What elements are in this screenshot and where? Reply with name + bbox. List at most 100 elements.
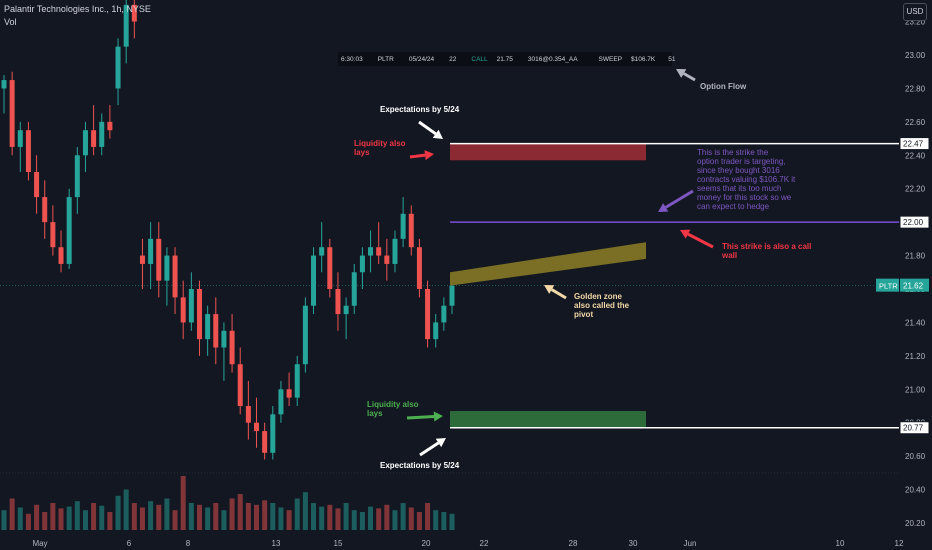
call-wall-arrow-head (680, 229, 691, 239)
volume-bars (1, 476, 455, 530)
candle-body (384, 255, 390, 264)
call-wall-note: This strike is also a call wall (722, 242, 812, 260)
flow-price: 21.75 (496, 55, 513, 63)
time-tick-label: Jun (684, 539, 697, 548)
volume-bar (425, 503, 431, 530)
option-flow-arrow (683, 72, 696, 82)
volume-bar (237, 494, 243, 530)
level-price-label: 22.00 (903, 218, 924, 227)
price-tick-label: 22.40 (905, 151, 926, 160)
volume-bar (82, 510, 88, 530)
candle-body (335, 289, 341, 315)
volume-bar (139, 507, 145, 530)
candle-body (449, 285, 455, 306)
time-axis: May 6 8 13 15 20 22 28 30 Jun 10 12 (0, 538, 932, 550)
volume-bar (1, 510, 7, 530)
volume-bar (17, 507, 23, 530)
last-price-tag (900, 278, 929, 292)
volume-bar (392, 510, 398, 530)
volume-bar (58, 508, 64, 530)
volume-bar (278, 507, 284, 530)
candle-body (376, 247, 382, 256)
candle-body (245, 406, 251, 423)
time-tick-label: 8 (186, 539, 191, 548)
time-tick-label: 6 (127, 539, 132, 548)
candle-body (66, 197, 72, 264)
candles (1, 0, 455, 460)
time-tick-label: 30 (629, 539, 638, 548)
price-tick-label: 20.40 (905, 486, 926, 495)
price-tick-label: 21.20 (905, 352, 926, 361)
candle-body (392, 238, 398, 264)
time-tick-label: 15 (334, 539, 343, 548)
volume-bar (66, 506, 72, 530)
grid (0, 285, 899, 474)
candle-body (351, 272, 357, 306)
liquidity-bottom-arrow-head (433, 411, 443, 422)
candle-body (1, 80, 7, 89)
volume-bar (376, 508, 382, 530)
volume-bar (449, 513, 455, 530)
golden-zone (450, 242, 646, 286)
volume-bar (25, 513, 31, 530)
candle-body (107, 121, 113, 131)
candle-body (99, 121, 105, 147)
volume-bar (368, 506, 374, 530)
time-tick-label: 28 (569, 539, 578, 548)
candle-body (213, 314, 219, 348)
volume-bar (221, 510, 227, 530)
price-axis: 20.2020.4020.6020.8021.0021.2021.4021.60… (876, 0, 932, 550)
candle-body (311, 255, 317, 306)
chart-title: Palantir Technologies Inc., 1h, NYSE (4, 4, 151, 14)
candle-body (196, 289, 202, 340)
time-tick-label: 20 (422, 539, 431, 548)
flow-ticker: PLTR (377, 55, 394, 63)
volume-bar (180, 476, 186, 530)
currency-button[interactable]: USD (903, 3, 927, 21)
price-tick-label: 22.60 (905, 118, 926, 127)
level-price-label: 20.77 (903, 424, 924, 433)
strike-target-arrow-head (658, 203, 669, 212)
candle-body (408, 213, 414, 248)
volume-label: Vol (4, 17, 17, 27)
candle-body (115, 46, 121, 89)
call-wall-arrow (687, 232, 714, 249)
volume-bar (351, 510, 357, 530)
candle-body (254, 422, 260, 432)
volume-bar (123, 489, 129, 530)
volume-bar (294, 498, 300, 530)
volume-bar (433, 510, 439, 530)
flow-premium: $106.7K (631, 55, 656, 63)
volume-bar (408, 507, 414, 530)
volume-bar (74, 501, 80, 530)
price-tick-label: 21.80 (905, 252, 926, 261)
candle-body (302, 305, 308, 365)
volume-bar (91, 503, 97, 530)
golden-zone-arrow-head (544, 285, 555, 294)
liquidity-top-arrow (409, 153, 426, 159)
liquidity-bottom-note: Liquidity also lays (367, 400, 419, 418)
level-price-label: 22.47 (903, 140, 924, 149)
flow-type: CALL (471, 55, 488, 63)
volume-bar (115, 495, 121, 530)
strike-target-note: This is the strike the option trader is … (697, 148, 796, 211)
time-tick-label: 12 (895, 539, 904, 548)
volume-bar (335, 508, 341, 530)
time-tick-label: 10 (836, 539, 845, 548)
volume-bar (343, 503, 349, 530)
candle-body (17, 130, 23, 147)
volume-bar (148, 501, 154, 530)
time-tick-label: 13 (272, 539, 281, 548)
last-price-symbol: PLTR (879, 282, 898, 291)
expectations-top-arrow-head (432, 129, 443, 139)
volume-bar (42, 512, 48, 530)
volume-bar (270, 503, 276, 530)
volume-bar (172, 510, 178, 530)
candle-body (156, 238, 162, 281)
flow-size: 3016@0.354_AA (527, 55, 578, 63)
candle-body (131, 4, 137, 22)
candle-body (416, 247, 422, 289)
golden-zone-arrow (550, 288, 567, 300)
volume-bar (262, 500, 268, 530)
